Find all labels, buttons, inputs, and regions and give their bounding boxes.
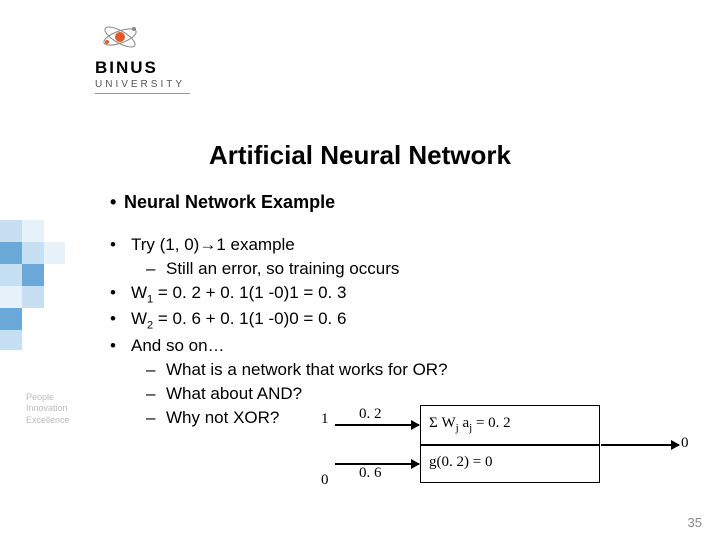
- neuron-box: Σ Wj aj = 0. 2 g(0. 2) = 0: [420, 405, 600, 483]
- bullet-4c: Why not XOR?: [166, 408, 279, 427]
- tagline-3: Excellence: [26, 415, 70, 426]
- arrow-out: [601, 444, 679, 446]
- bullet-1a: Still an error, so training occurs: [166, 259, 399, 278]
- neuron-divider: [421, 444, 599, 446]
- input-top-label: 1: [321, 411, 329, 428]
- page-title: Artificial Neural Network: [0, 140, 720, 171]
- output-label: 0: [681, 435, 689, 452]
- neuron-diagram: 1 0. 2 0 0. 6 Σ Wj aj = 0. 2 g(0. 2) = 0…: [305, 405, 705, 525]
- bullet-1: Try (1, 0)→1 example: [131, 235, 295, 254]
- slide-number: 35: [688, 515, 702, 530]
- sum-expression: Σ Wj aj = 0. 2: [429, 415, 511, 434]
- section-subtitle: •Neural Network Example: [110, 192, 335, 213]
- bullet-3: W2 = 0. 6 + 0. 1(1 -0)0 = 0. 6: [131, 309, 346, 328]
- bullet-4: And so on…: [131, 336, 225, 355]
- content-list: •Try (1, 0)→1 example –Still an error, s…: [110, 233, 448, 429]
- logo-icon: [101, 18, 139, 56]
- logo-sub: UNIVERSITY: [95, 79, 215, 90]
- logo-name: BINUS: [95, 58, 215, 78]
- tagline-1: People: [26, 392, 70, 403]
- weight-bottom: 0. 6: [359, 465, 382, 482]
- bullet-2: W1 = 0. 2 + 0. 1(1 -0)1 = 0. 3: [131, 283, 346, 302]
- bullet-4b: What about AND?: [166, 384, 302, 403]
- bullet-4a: What is a network that works for OR?: [166, 360, 448, 379]
- tagline-2: Innovation: [26, 403, 70, 414]
- logo-underline: [95, 93, 190, 94]
- weight-top: 0. 2: [359, 406, 382, 423]
- tagline: People Innovation Excellence: [26, 392, 70, 426]
- arrow-top: [335, 424, 419, 426]
- input-bottom-label: 0: [321, 472, 329, 489]
- activation-expression: g(0. 2) = 0: [429, 454, 492, 471]
- brand-logo: BINUS UNIVERSITY: [95, 18, 215, 94]
- subtitle-text: Neural Network Example: [124, 192, 335, 212]
- decorative-squares: [0, 220, 65, 350]
